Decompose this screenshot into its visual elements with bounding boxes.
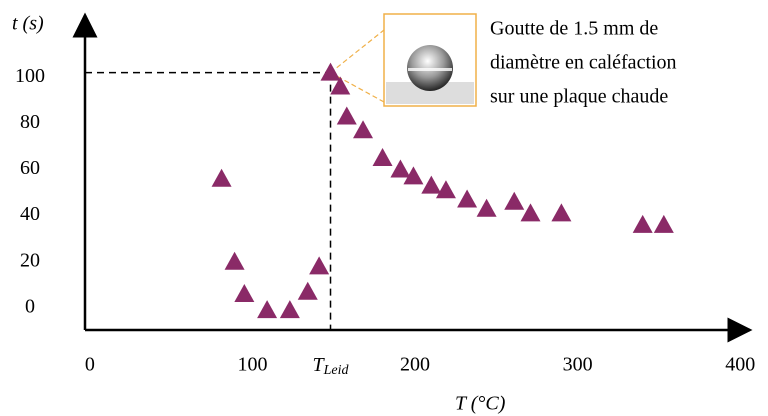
point: [330, 76, 351, 95]
point: [224, 251, 245, 270]
y-tick-label: 60: [20, 157, 40, 179]
point: [457, 189, 478, 208]
x-tick-label: 200: [400, 354, 430, 376]
x-tick-label: 0: [85, 354, 95, 376]
x-tick-label: 300: [563, 354, 593, 376]
y-tick-label: 20: [20, 249, 40, 271]
point: [257, 300, 278, 319]
leidenfrost-sub: Leid: [323, 363, 350, 378]
point: [504, 191, 525, 210]
point: [320, 62, 341, 81]
point: [234, 284, 255, 303]
point: [551, 203, 572, 222]
point: [653, 214, 674, 233]
y-tick-label: 0: [25, 295, 35, 317]
x-tick-label: 400: [725, 354, 755, 376]
point: [372, 147, 393, 166]
y-axis-label: t (s): [12, 13, 44, 35]
x-axis-label: T (°C): [455, 393, 506, 415]
point: [632, 214, 653, 233]
y-tick-label: 100: [15, 65, 45, 87]
leidenfrost-main: T: [313, 354, 326, 376]
y-tick-label: 40: [20, 203, 40, 225]
point: [421, 175, 442, 194]
point: [211, 168, 232, 187]
annotation-line: Goutte de 1.5 mm de: [490, 18, 658, 40]
point: [297, 281, 318, 300]
point: [403, 166, 424, 185]
point: [435, 180, 456, 199]
point: [353, 120, 374, 139]
point: [520, 203, 541, 222]
annotation-line: sur une plaque chaude: [490, 86, 668, 108]
point: [309, 256, 330, 275]
inset-photo: [383, 13, 477, 107]
point: [476, 198, 497, 217]
annotation-line: diamètre en caléfaction: [490, 52, 677, 74]
point: [336, 106, 357, 125]
leidenfrost-label: TLeid: [313, 354, 350, 379]
callout-line: [330, 72, 385, 103]
callout-line: [330, 29, 385, 74]
y-tick-label: 80: [20, 111, 40, 133]
point: [390, 159, 411, 178]
x-tick-label: 100: [237, 354, 267, 376]
point: [279, 300, 300, 319]
